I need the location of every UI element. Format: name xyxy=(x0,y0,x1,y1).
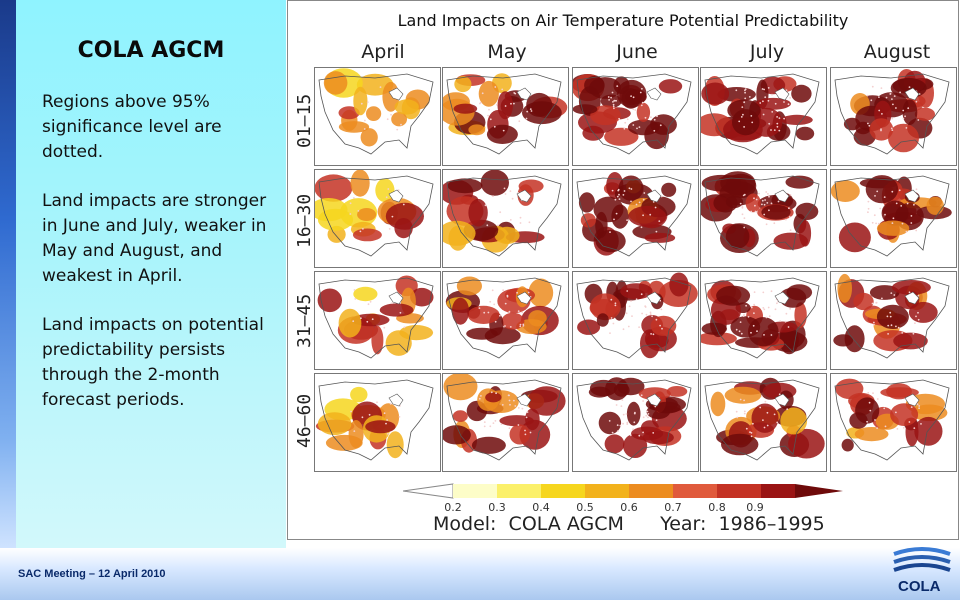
colorbar-segment xyxy=(761,484,795,498)
month-label-august: August xyxy=(863,41,931,63)
colorbar-tick-label: 0.9 xyxy=(746,501,764,514)
year-range: 1986–1995 xyxy=(718,513,825,535)
colorbar-tick-label: 0.8 xyxy=(708,501,726,514)
map-panel xyxy=(700,67,827,166)
left-accent-strip xyxy=(0,0,16,548)
colorbar xyxy=(403,483,843,499)
predictability-figure: Land Impacts on Air Temperature Potentia… xyxy=(287,0,959,540)
map-panel xyxy=(700,271,827,370)
map-panel xyxy=(572,169,699,268)
north-america-map-icon xyxy=(701,171,820,257)
colorbar-tick-label: 0.2 xyxy=(444,501,462,514)
north-america-map-icon xyxy=(573,73,692,155)
colorbar-segment xyxy=(673,484,717,498)
panel-body: Regions above 95% significance level are… xyxy=(42,90,277,437)
map-panel xyxy=(572,67,699,166)
colorbar-segment xyxy=(717,484,761,498)
north-america-map-icon xyxy=(831,175,952,257)
north-america-map-icon xyxy=(318,68,434,155)
colorbar-tick-label: 0.3 xyxy=(488,501,506,514)
colorbar-segment xyxy=(541,484,585,498)
north-america-map-icon xyxy=(443,73,568,155)
colorbar-tick-label: 0.4 xyxy=(532,501,550,514)
north-america-map-icon xyxy=(704,377,825,461)
north-america-map-icon xyxy=(834,69,950,155)
month-label-june: June xyxy=(616,41,658,63)
north-america-map-icon xyxy=(576,172,692,257)
north-america-map-icon xyxy=(834,378,950,461)
north-america-map-icon xyxy=(315,379,434,461)
year-label: Year: xyxy=(660,513,707,535)
month-label-july: July xyxy=(749,41,785,63)
figure-footer: Model: COLA AGCM Year: 1986–1995 xyxy=(433,513,825,535)
colorbar-segment xyxy=(453,484,497,498)
north-america-map-icon xyxy=(443,374,566,461)
paragraph-persistence: Land impacts on potential predictability… xyxy=(42,315,264,410)
model-name: COLA AGCM xyxy=(508,513,624,535)
colorbar-tick-label: 0.7 xyxy=(664,501,682,514)
north-america-map-icon xyxy=(701,277,820,359)
text-panel: COLA AGCM Regions above 95% significance… xyxy=(16,0,286,548)
map-panel xyxy=(442,169,569,268)
map-panel xyxy=(314,373,441,472)
map-panel xyxy=(700,169,827,268)
colorbar-segment xyxy=(629,484,673,498)
panel-title: COLA AGCM xyxy=(77,38,225,63)
colorbar-segment xyxy=(497,484,541,498)
model-label: Model: xyxy=(433,513,497,535)
colorbar-tick-label: 0.6 xyxy=(620,501,638,514)
map-panel xyxy=(830,169,957,268)
cola-logo-text: COLA xyxy=(898,578,941,595)
map-panel xyxy=(442,373,569,472)
colorbar-segment xyxy=(585,484,629,498)
map-panel xyxy=(442,271,569,370)
map-panel xyxy=(314,169,441,268)
cola-logo-icon xyxy=(893,547,951,572)
map-panel xyxy=(572,271,699,370)
map-panel xyxy=(830,373,957,472)
north-america-map-icon xyxy=(576,377,692,461)
map-panel xyxy=(442,67,569,166)
month-label-may: May xyxy=(487,41,527,63)
north-america-map-icon xyxy=(443,170,562,257)
map-panel xyxy=(572,373,699,472)
north-america-map-icon xyxy=(317,275,434,359)
meeting-footer: SAC Meeting – 12 April 2010 xyxy=(18,568,166,580)
map-panel xyxy=(830,271,957,370)
month-label-april: April xyxy=(361,41,405,63)
map-panel xyxy=(830,67,957,166)
paragraph-land-impacts: Land impacts are stronger in June and Ju… xyxy=(42,191,267,286)
north-america-map-icon xyxy=(576,272,698,359)
north-america-map-icon xyxy=(315,170,434,257)
map-panel xyxy=(314,67,441,166)
colorbar-high-arrow xyxy=(795,484,843,498)
north-america-map-icon xyxy=(445,276,562,359)
figure-title: Land Impacts on Air Temperature Potentia… xyxy=(397,11,849,30)
paragraph-significance: Regions above 95% significance level are… xyxy=(42,92,222,162)
map-panel xyxy=(314,271,441,370)
colorbar-low-arrow xyxy=(403,483,454,499)
map-panel xyxy=(700,373,827,472)
north-america-map-icon xyxy=(833,273,950,359)
bottom-bar xyxy=(0,548,960,600)
colorbar-tick-label: 0.5 xyxy=(576,501,594,514)
north-america-map-icon xyxy=(701,73,820,155)
